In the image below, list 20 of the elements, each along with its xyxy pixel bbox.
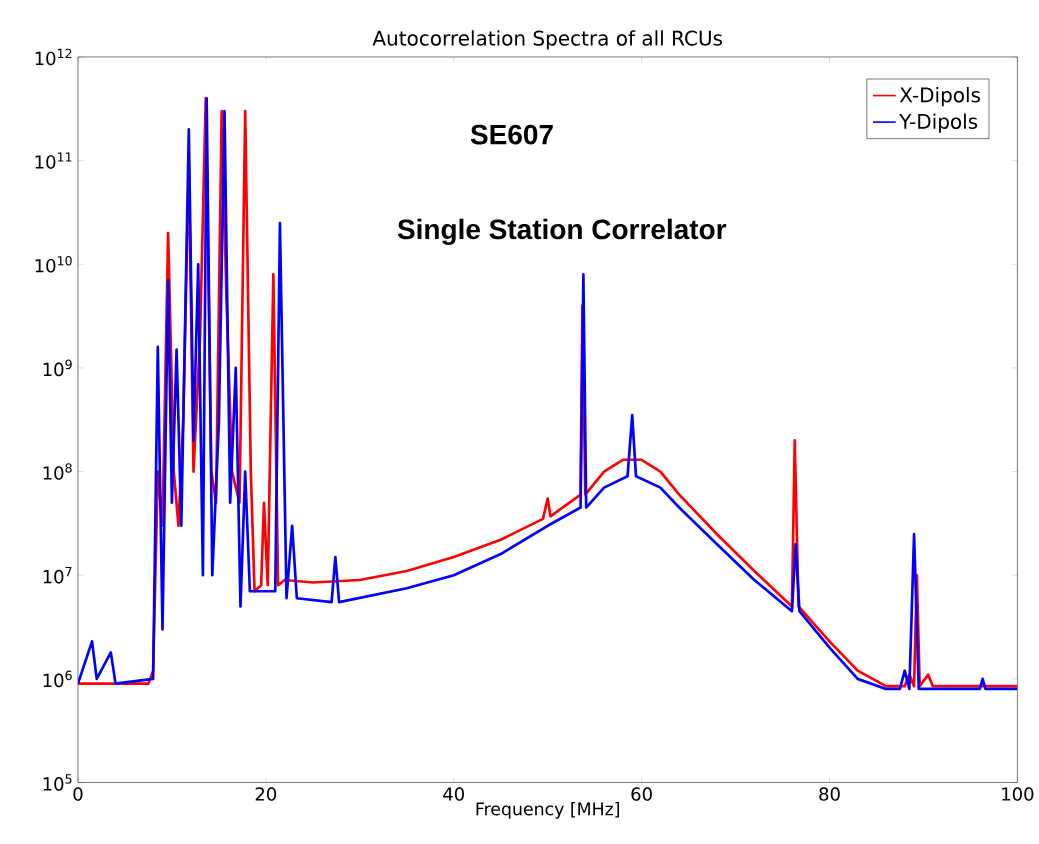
- chart-title: Autocorrelation Spectra of all RCUs: [372, 30, 723, 50]
- annotation: SE607: [470, 124, 553, 145]
- y-tick-label: 10$^{12}$: [35, 48, 72, 66]
- y-tick-label: 10$^{7}$: [43, 567, 72, 584]
- y-tick-label: 10$^{11}$: [35, 152, 72, 170]
- x-tick-label: 60: [631, 787, 652, 802]
- annotation: Single Station Correlator: [397, 218, 727, 246]
- legend-label: Y-Dipols: [899, 113, 978, 134]
- y-tick-label: 10$^{6}$: [43, 670, 72, 688]
- x-tick-label: 80: [819, 787, 840, 802]
- y-tick-label: 10$^{10}$: [35, 256, 72, 273]
- y-tick-label: 10$^{8}$: [43, 463, 72, 481]
- y-tick-label: 10$^{9}$: [43, 359, 72, 377]
- legend-label: X-Dipols: [899, 87, 980, 107]
- x-tick-label: 40: [443, 787, 464, 802]
- x-tick-label: 100: [1002, 787, 1034, 802]
- x-tick-label: 20: [255, 787, 277, 802]
- x-axis-title: Frequency [MHz]: [476, 802, 619, 819]
- y-tick-label: 10$^{5}$: [43, 774, 72, 791]
- x-tick-label: 0: [73, 787, 83, 802]
